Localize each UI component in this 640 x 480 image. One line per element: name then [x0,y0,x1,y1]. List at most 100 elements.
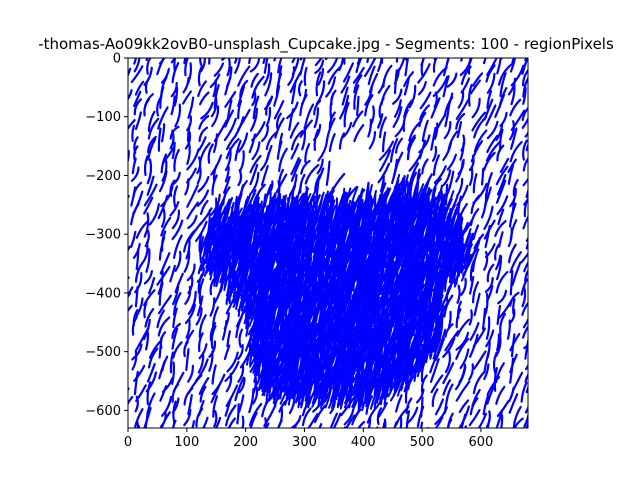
flow-stroke [364,324,371,357]
flow-stroke [509,98,522,117]
flow-stroke [509,251,522,274]
flow-stroke [205,246,212,269]
flow-stroke [460,58,464,62]
flow-stroke [472,371,486,395]
flow-stroke [343,409,355,426]
flow-stroke [355,339,368,373]
flow-stroke [548,195,558,216]
flow-stroke [290,157,300,176]
flow-stroke [540,253,553,273]
flow-stroke [199,58,202,66]
flow-stroke [122,362,127,381]
flow-stroke [209,297,216,317]
flow-stroke [272,375,278,405]
flow-stroke [226,58,231,77]
flow-stroke [328,133,336,152]
flow-stroke [513,417,524,428]
flow-stroke [121,140,127,158]
flow-stroke [408,150,424,172]
flow-stroke [453,265,465,288]
flow-stroke [469,79,481,95]
flow-stroke [213,252,219,287]
flow-stroke [509,120,515,141]
flow-stroke [297,379,304,409]
flow-stroke [552,85,556,103]
flow-stroke [486,72,496,94]
flow-stroke [367,65,376,86]
flow-stroke [248,133,257,154]
flow-stroke [171,209,181,230]
flow-stroke [419,91,432,110]
flow-stroke [553,114,564,131]
flow-stroke [467,58,472,75]
flow-stroke [263,58,269,74]
flow-stroke [317,374,326,408]
flow-stroke [486,263,495,283]
flow-stroke [364,85,373,106]
flow-stroke [146,362,156,383]
flow-stroke [130,230,137,248]
flow-stroke [420,374,428,394]
flow-stroke [443,294,454,318]
flow-stroke [118,421,125,434]
flow-stroke [523,200,528,218]
flow-stroke [172,307,178,329]
flow-stroke [239,150,245,172]
flow-stroke [265,374,273,402]
flow-stroke [432,338,442,360]
flow-stroke [198,126,209,142]
flow-stroke [485,64,496,83]
flow-stroke [496,433,504,449]
flow-stroke [160,153,168,174]
flow-stroke [248,403,263,427]
flow-stroke [432,75,449,97]
flow-stroke [183,229,196,253]
flow-stroke [526,429,530,444]
y-tick-label: −300 [85,228,121,243]
flow-stroke [307,412,319,428]
flow-stroke [184,58,189,77]
flow-stroke [522,214,528,230]
flow-stroke [522,324,528,339]
flow-stroke [468,154,475,172]
flow-stroke [223,431,225,447]
flow-stroke [237,169,243,187]
flow-stroke [468,83,473,107]
flow-stroke [473,129,488,153]
flow-stroke [454,366,467,391]
flow-stroke [186,148,200,171]
flow-stroke [160,208,166,228]
flow-stroke [403,77,410,96]
flow-stroke [156,96,162,117]
flow-stroke [416,405,425,428]
flow-stroke [436,328,447,354]
flow-stroke [211,364,217,385]
flow-stroke [133,58,141,73]
flow-stroke [496,400,510,417]
flow-stroke [232,271,238,298]
flow-stroke [226,330,231,348]
flow-stroke [264,72,273,97]
flow-stroke [185,348,190,371]
flow-stroke [460,277,467,296]
flow-stroke [285,240,292,269]
flow-stroke [499,157,510,173]
flow-stroke [405,410,411,428]
flow-stroke [496,58,502,75]
flow-stroke [472,281,480,304]
flow-stroke [265,106,272,127]
flow-stroke [534,236,537,258]
flow-stroke [128,387,130,392]
flow-stroke [172,400,177,424]
flow-stroke [511,261,522,287]
flow-stroke [483,363,490,381]
flow-stroke [144,410,149,428]
flow-stroke [224,166,230,183]
flow-stroke [483,205,494,230]
flow-stroke [225,134,237,151]
flow-stroke [184,178,190,196]
flow-stroke [495,410,503,428]
flow-stroke [184,285,192,305]
flow-stroke [534,297,546,317]
flow-stroke [317,68,325,86]
